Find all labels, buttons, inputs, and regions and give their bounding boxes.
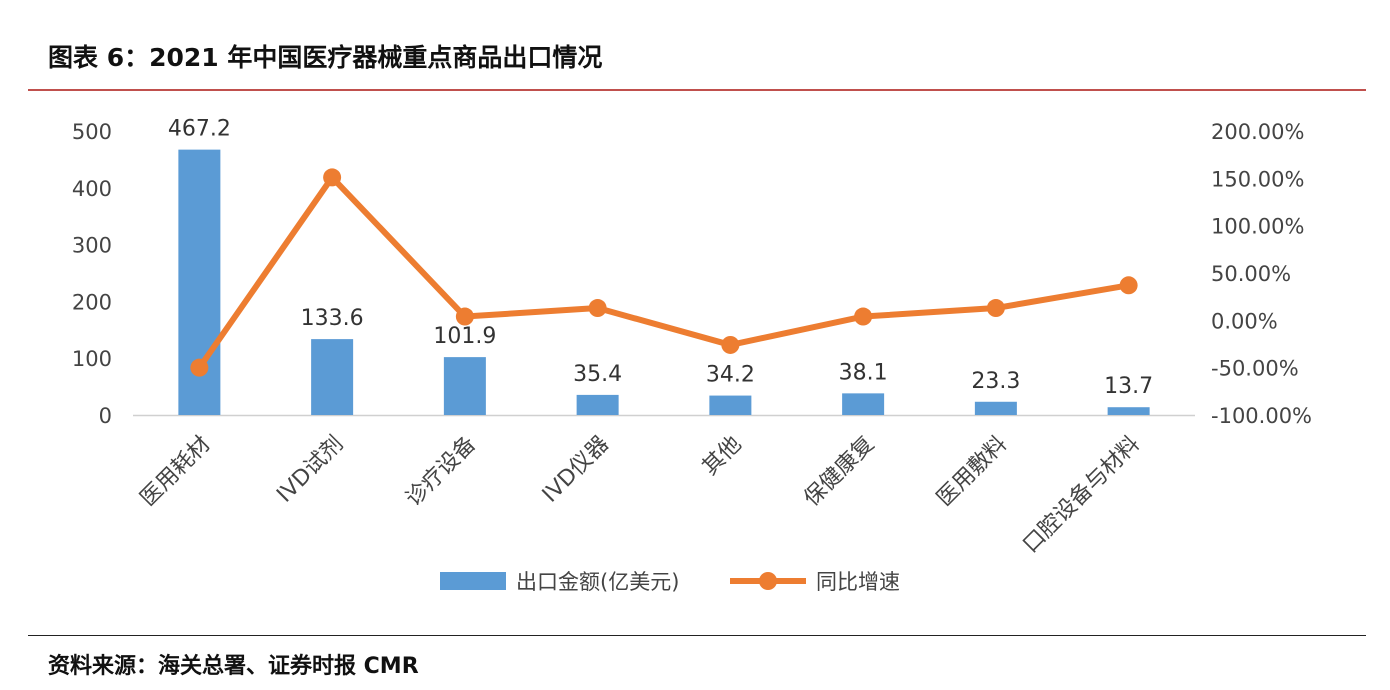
bar-export-value: [311, 339, 354, 415]
source-note: 资料来源：海关总署、证券时报 CMR: [48, 654, 419, 679]
bar-data-label: 467.2: [168, 117, 231, 142]
legend-label-line: 同比增速: [816, 570, 900, 594]
y-right-tick-label: 200.00%: [1211, 120, 1304, 144]
bar-export-value: [842, 393, 885, 415]
bar-data-label: 38.1: [839, 360, 888, 385]
legend-swatch-bar: [440, 572, 506, 590]
x-category-label: IVD试剂: [272, 432, 348, 508]
legend-swatch-marker: [759, 572, 777, 590]
x-category-label: 口腔设备与材料: [1018, 432, 1145, 559]
line-point-yoy-growth: [1119, 276, 1138, 295]
y-right-tick-label: -100.00%: [1211, 404, 1312, 428]
y-left-tick-label: 100: [72, 347, 112, 371]
footer-rule: [28, 635, 1366, 636]
y-left-tick-label: 200: [72, 290, 112, 314]
bar-data-label: 23.3: [971, 369, 1020, 394]
y-right-tick-label: 150.00%: [1211, 167, 1304, 191]
x-category-label: 诊疗设备: [401, 432, 481, 512]
y-left-tick-label: 300: [72, 234, 112, 258]
y-left-tick-label: 0: [99, 404, 112, 428]
line-point-yoy-growth: [721, 335, 740, 354]
title-rule: [28, 89, 1366, 91]
line-point-yoy-growth: [588, 299, 607, 318]
line-point-yoy-growth: [455, 307, 474, 326]
line-point-yoy-growth: [323, 168, 342, 187]
y-right-tick-label: 0.00%: [1211, 309, 1278, 333]
bar-data-label: 35.4: [573, 362, 622, 387]
x-category-label: 医用耗材: [136, 432, 216, 512]
bar-data-label: 34.2: [706, 363, 755, 388]
line-point-yoy-growth: [986, 299, 1005, 318]
bar-export-value: [443, 357, 486, 415]
y-right-tick-label: -50.00%: [1211, 357, 1299, 381]
y-right-tick-label: 100.00%: [1211, 215, 1304, 239]
bar-data-label: 133.6: [301, 306, 364, 331]
bar-export-value: [709, 395, 752, 415]
x-category-label: 医用敷料: [932, 432, 1012, 512]
bar-data-label: 101.9: [433, 324, 496, 349]
bar-export-value: [974, 401, 1017, 415]
x-category-label: IVD仪器: [538, 432, 614, 508]
line-yoy-growth: [196, 174, 1132, 371]
bar-export-value: [576, 394, 619, 415]
y-left-tick-label: 400: [72, 177, 112, 201]
y-left-tick-label: 500: [72, 120, 112, 144]
legend-label-bar: 出口金额(亿美元): [516, 570, 679, 594]
figure-title: 图表 6：2021 年中国医疗器械重点商品出口情况: [48, 43, 603, 72]
bar-export-value: [1107, 407, 1150, 415]
bar-data-label: 13.7: [1104, 374, 1153, 399]
x-category-label: 其他: [698, 432, 747, 481]
x-category-label: 保健康复: [799, 432, 879, 512]
y-right-tick-label: 50.00%: [1211, 262, 1291, 286]
line-point-yoy-growth: [854, 307, 873, 326]
line-point-yoy-growth: [190, 358, 209, 377]
